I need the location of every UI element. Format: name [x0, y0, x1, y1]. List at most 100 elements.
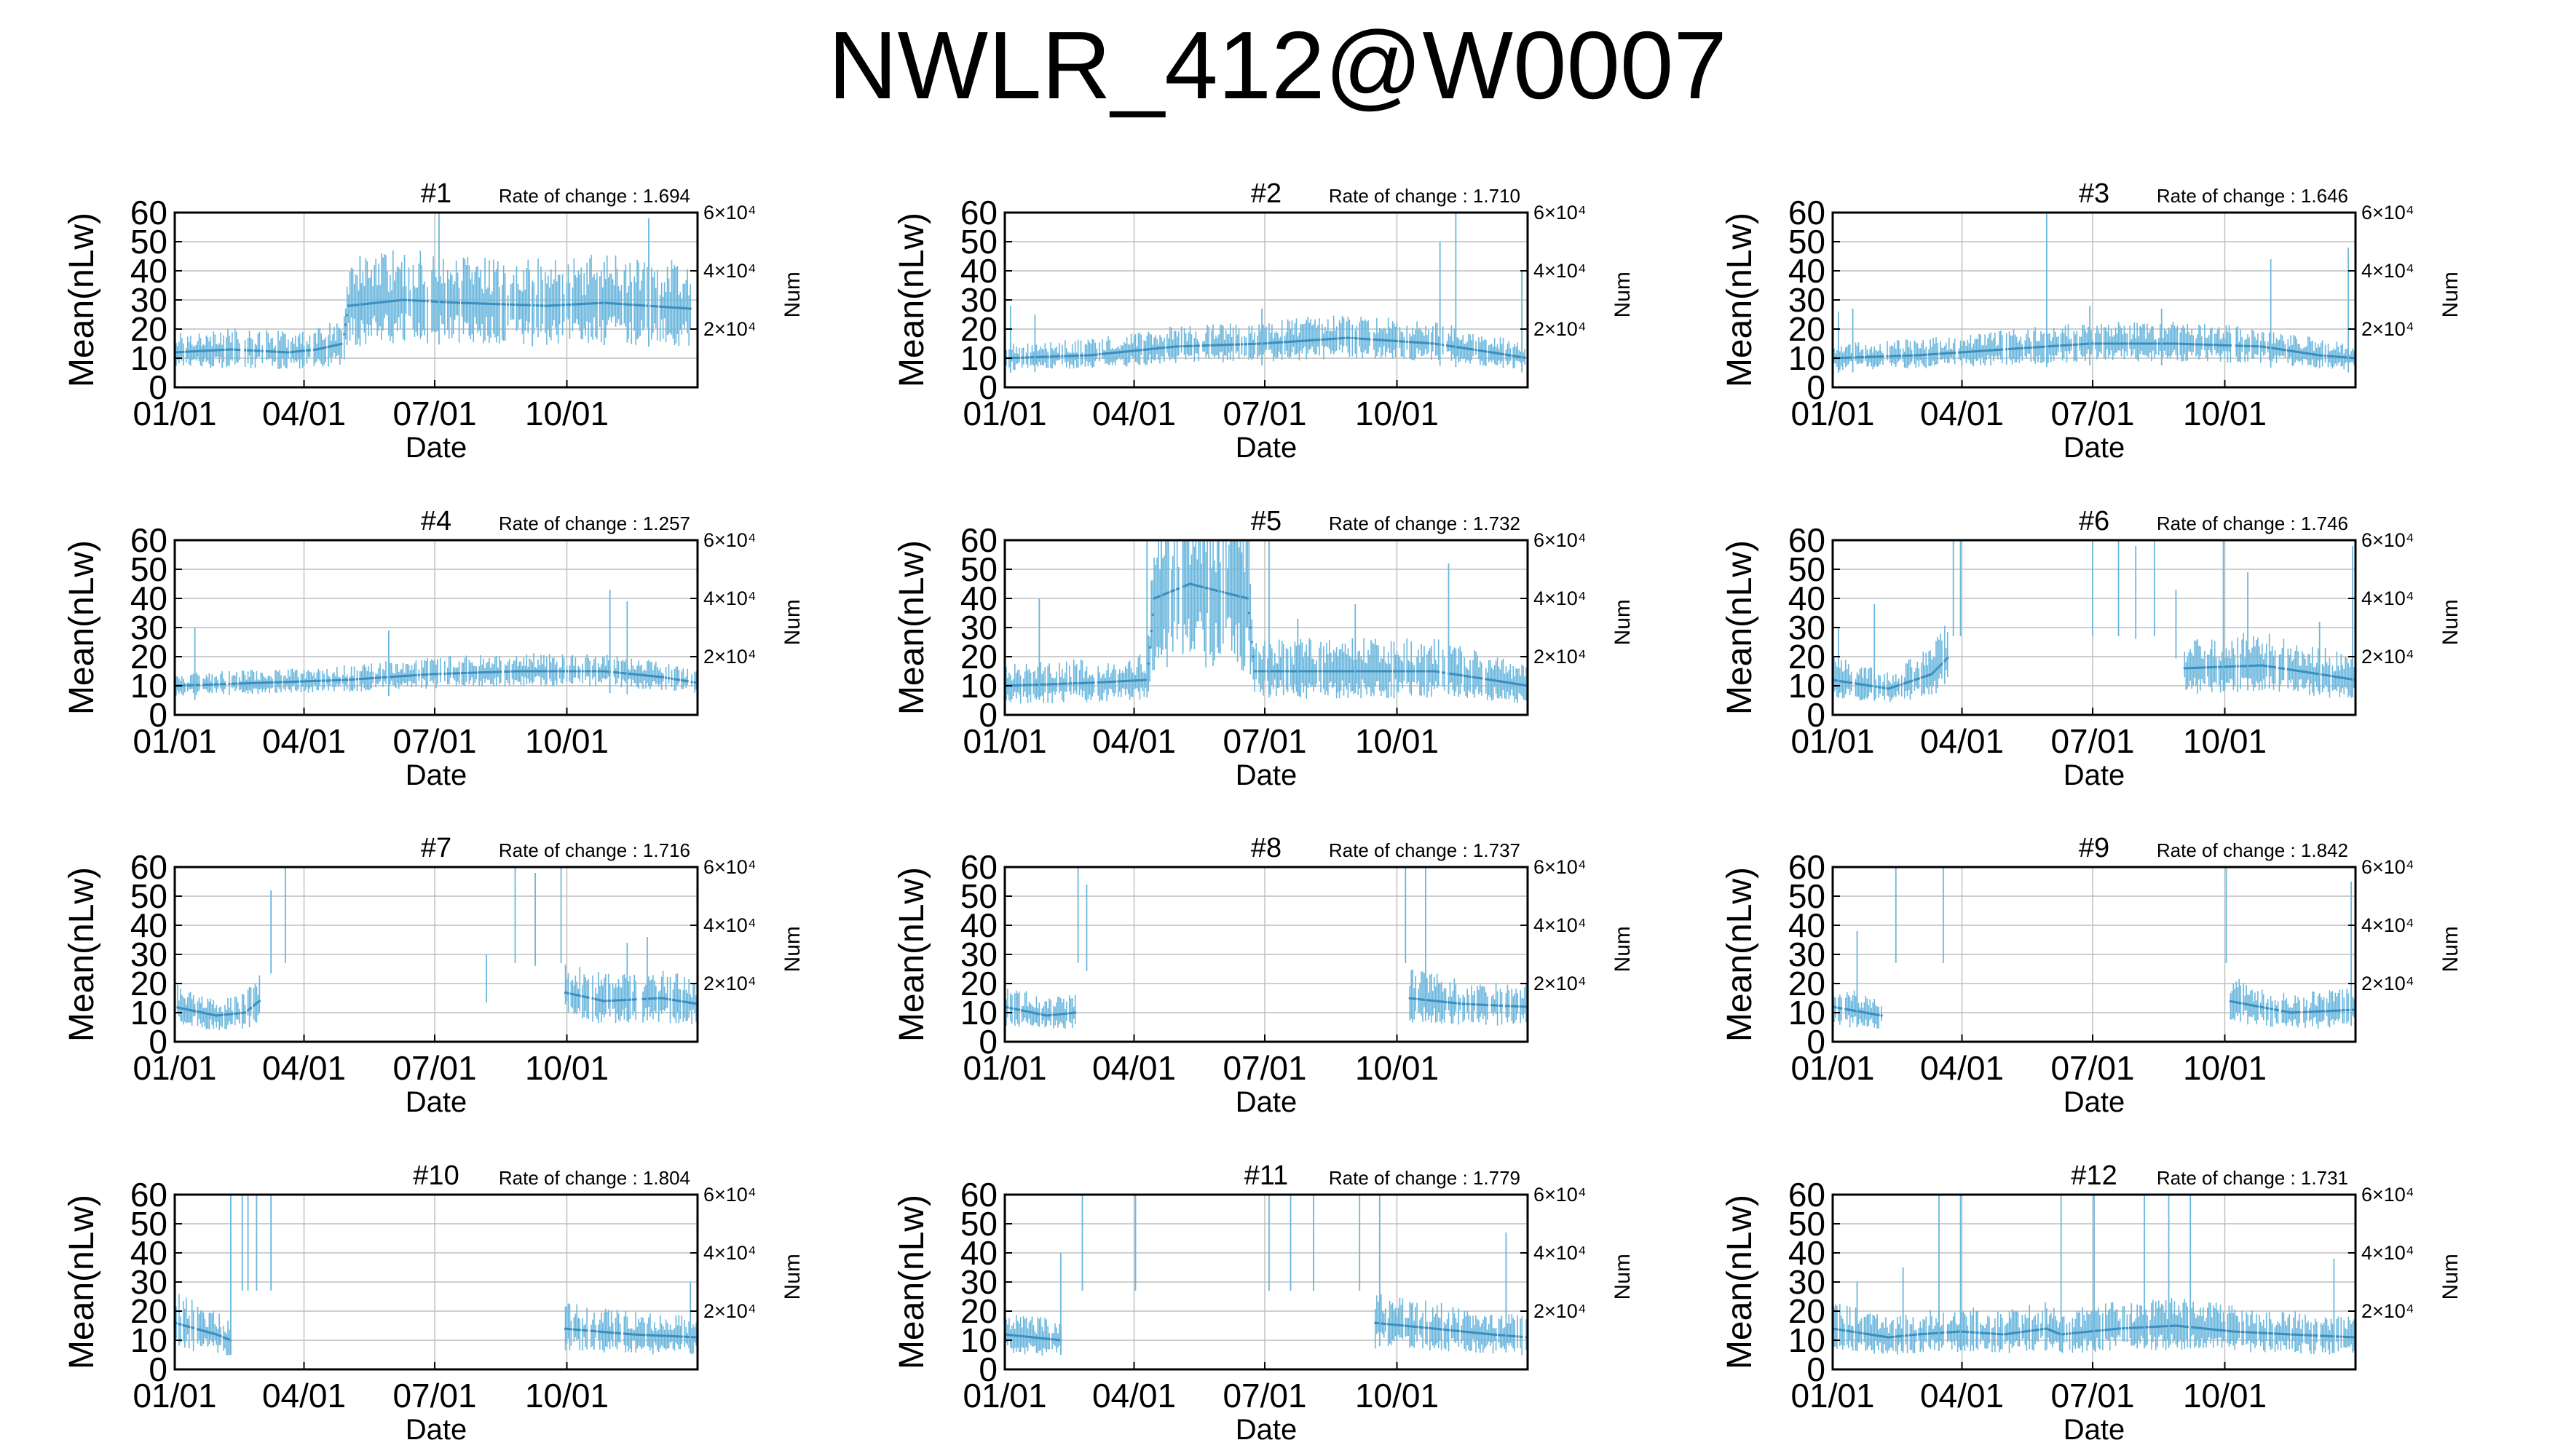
- data-point: [2057, 344, 2060, 347]
- data-point: [1516, 355, 1519, 358]
- y-tick-label: 60: [960, 521, 998, 559]
- data-point: [1437, 343, 1440, 346]
- data-point: [1949, 352, 1952, 355]
- data-point: [1975, 350, 1978, 353]
- data-point: [660, 305, 663, 308]
- data-point: [186, 1008, 189, 1011]
- data-point: [203, 349, 206, 352]
- data-point: [1902, 355, 1905, 357]
- y-tick-label: 60: [130, 1176, 167, 1214]
- y-tick-label: 40: [960, 579, 998, 617]
- data-point: [684, 679, 687, 682]
- y-axis-label: Mean(nLw): [893, 867, 931, 1042]
- data-point: [281, 351, 284, 354]
- data-point: [2069, 344, 2072, 347]
- data-point: [2261, 1006, 2264, 1009]
- data-point: [1490, 351, 1493, 354]
- data-point: [462, 301, 465, 304]
- data-point: [1867, 684, 1870, 687]
- data-point: [277, 350, 280, 353]
- data-point: [1963, 351, 1966, 354]
- data-point: [1466, 1002, 1469, 1005]
- data-point: [2242, 665, 2245, 668]
- data-point: [2261, 664, 2264, 667]
- data-point: [1415, 341, 1418, 344]
- data-point: [2056, 344, 2058, 347]
- data-point: [398, 299, 400, 302]
- data-point: [689, 1001, 692, 1004]
- data-point: [550, 304, 553, 307]
- y2-tick-label: 6×10⁴: [2361, 202, 2414, 223]
- data-point: [1058, 355, 1061, 357]
- data-point: [687, 307, 690, 310]
- data-point: [272, 350, 275, 353]
- data-point: [311, 680, 314, 683]
- y-tick-label: 50: [1788, 550, 1825, 588]
- data-point: [224, 1013, 226, 1016]
- data-point: [2091, 342, 2094, 345]
- data-point: [212, 1332, 215, 1335]
- y-tick-label: 10: [1788, 667, 1825, 705]
- data-point: [481, 302, 483, 305]
- y2-tick-label: 6×10⁴: [1533, 202, 1586, 223]
- data-point: [657, 676, 660, 678]
- data-point: [2338, 676, 2341, 678]
- data-point: [2239, 665, 2242, 668]
- data-point: [2218, 665, 2221, 668]
- data-point: [2256, 1005, 2259, 1008]
- data-point: [2292, 350, 2295, 353]
- data-point: [1871, 1013, 1874, 1016]
- data-point: [1464, 675, 1467, 678]
- data-point: [2139, 342, 2141, 345]
- data-point: [198, 349, 201, 352]
- data-point: [1868, 1012, 1871, 1015]
- y-tick-label: 20: [130, 638, 167, 676]
- data-point: [1992, 349, 1995, 352]
- data-point: [1051, 355, 1054, 358]
- data-point: [1389, 670, 1391, 673]
- data-point: [494, 303, 497, 306]
- y-tick-label: 10: [1788, 994, 1825, 1032]
- data-point: [2243, 665, 2246, 668]
- data-point: [1396, 670, 1398, 673]
- y-tick-label: 40: [1788, 252, 1825, 290]
- data-point: [206, 1013, 209, 1016]
- data-point: [1300, 339, 1303, 342]
- chart-panel: #4 Rate of change : 1.25701020304050602×1…: [63, 506, 805, 791]
- y-tick-label: 50: [960, 877, 998, 915]
- data-point: [1061, 682, 1064, 685]
- data-point: [485, 302, 488, 305]
- data-point: [2276, 347, 2279, 350]
- data-point: [1027, 356, 1030, 359]
- data-point: [2275, 347, 2278, 350]
- data-point: [1847, 356, 1850, 359]
- data-point: [1362, 670, 1365, 673]
- data-point: [1876, 355, 1879, 358]
- data-point: [1935, 352, 1938, 355]
- data-point: [178, 1323, 181, 1326]
- data-point: [1506, 1005, 1509, 1008]
- data-point: [1021, 356, 1024, 359]
- data-point: [1120, 351, 1123, 354]
- data-point: [1461, 1002, 1464, 1005]
- data-point: [1059, 682, 1062, 685]
- data-point: [461, 672, 464, 675]
- data-point: [1495, 1004, 1498, 1007]
- data-point: [1927, 353, 1930, 356]
- data-point: [1908, 354, 1911, 357]
- data-point: [470, 302, 473, 305]
- data-point: [580, 303, 583, 306]
- data-point: [2136, 342, 2139, 345]
- data-point: [1361, 670, 1364, 673]
- data-point: [443, 672, 446, 675]
- data-point: [454, 301, 457, 304]
- data-point: [1327, 338, 1330, 341]
- x-tick-label: 10/01: [2183, 1049, 2267, 1087]
- data-point: [2268, 665, 2271, 668]
- data-point: [2341, 1009, 2344, 1012]
- data-point: [2063, 344, 2066, 347]
- data-point: [2261, 345, 2264, 348]
- data-point: [1364, 670, 1367, 673]
- data-point: [1517, 683, 1520, 686]
- rate-of-change-label: Rate of change : 1.710: [1329, 185, 1520, 207]
